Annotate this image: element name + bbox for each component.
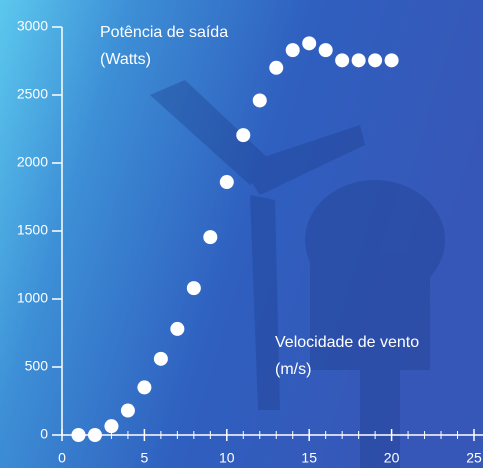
data-point (253, 93, 267, 107)
data-point (319, 43, 333, 57)
data-point (269, 61, 283, 75)
data-point (187, 281, 201, 295)
x-axis-label: (m/s) (275, 361, 311, 378)
y-tick-label: 2500 (17, 86, 48, 102)
data-point (335, 53, 349, 67)
y-tick-label: 1000 (17, 290, 48, 306)
data-point (71, 428, 85, 442)
y-axis-label: (Watts) (100, 51, 151, 68)
x-axis-label: Velocidade de vento (275, 334, 419, 351)
x-tick-label: 0 (58, 450, 66, 466)
data-point (137, 380, 151, 394)
y-tick-label: 1500 (17, 222, 48, 238)
page: Potência de saída (Watts) Velocidade de … (0, 0, 483, 468)
data-point (286, 43, 300, 57)
data-point (88, 428, 102, 442)
data-point (352, 53, 366, 67)
chart: Potência de saída (Watts) Velocidade de … (0, 0, 483, 468)
x-tick-label: 5 (141, 450, 149, 466)
y-axis-label: Potência de saída (100, 24, 228, 41)
data-point (121, 404, 135, 418)
y-tick-label: 0 (40, 426, 48, 442)
data-point (154, 352, 168, 366)
x-tick-label: 10 (219, 450, 235, 466)
y-tick-label: 500 (25, 358, 49, 374)
x-tick-label: 25 (466, 450, 482, 466)
data-point (368, 53, 382, 67)
data-point (385, 53, 399, 67)
y-tick-label: 3000 (17, 18, 48, 34)
data-point (302, 36, 316, 50)
data-point (170, 322, 184, 336)
data-point (104, 419, 118, 433)
data-point (203, 230, 217, 244)
data-point (220, 175, 234, 189)
x-tick-label: 15 (301, 450, 317, 466)
x-tick-label: 20 (384, 450, 400, 466)
y-tick-label: 2000 (17, 154, 48, 170)
data-point (236, 128, 250, 142)
